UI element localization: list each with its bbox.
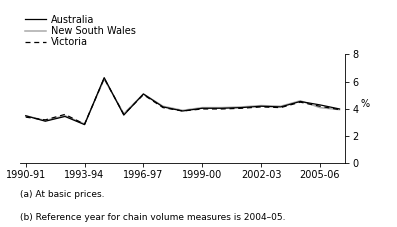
Australia [200, 107, 204, 110]
Victoria [63, 113, 67, 116]
Line: Australia: Australia [26, 78, 339, 125]
Australia [43, 120, 48, 123]
Victoria [141, 93, 146, 96]
Australia [121, 114, 126, 116]
Line: New South Wales: New South Wales [26, 79, 339, 124]
New South Wales [259, 104, 264, 107]
New South Wales [82, 123, 87, 125]
Australia [278, 106, 283, 108]
New South Wales [43, 119, 48, 122]
New South Wales [337, 108, 342, 111]
Australia [220, 107, 224, 110]
New South Wales [298, 99, 303, 102]
Victoria [23, 116, 28, 118]
Line: Victoria: Victoria [26, 78, 339, 124]
New South Wales [180, 109, 185, 112]
New South Wales [318, 106, 322, 109]
New South Wales [278, 105, 283, 108]
Australia [337, 108, 342, 110]
New South Wales [200, 106, 204, 109]
Victoria [318, 105, 322, 108]
Australia [298, 100, 303, 103]
Text: (b) Reference year for chain volume measures is 2004–05.: (b) Reference year for chain volume meas… [20, 213, 285, 222]
Victoria [121, 113, 126, 116]
Australia [239, 106, 244, 109]
Y-axis label: %: % [361, 99, 370, 109]
Victoria [102, 77, 106, 80]
Australia [259, 105, 264, 108]
Legend: Australia, New South Wales, Victoria: Australia, New South Wales, Victoria [25, 15, 136, 47]
New South Wales [220, 106, 224, 109]
Victoria [259, 106, 264, 108]
Australia [23, 114, 28, 117]
New South Wales [23, 114, 28, 117]
Australia [102, 76, 106, 79]
Text: (a) At basic prices.: (a) At basic prices. [20, 190, 104, 200]
Australia [161, 106, 166, 108]
New South Wales [63, 114, 67, 117]
New South Wales [141, 93, 146, 95]
Australia [82, 123, 87, 126]
Victoria [278, 106, 283, 109]
Australia [318, 104, 322, 106]
New South Wales [102, 78, 106, 80]
Australia [180, 110, 185, 112]
Victoria [180, 110, 185, 112]
Victoria [298, 101, 303, 104]
New South Wales [121, 112, 126, 115]
Victoria [200, 108, 204, 110]
Australia [141, 93, 146, 95]
Victoria [239, 107, 244, 110]
Victoria [220, 108, 224, 110]
New South Wales [161, 105, 166, 108]
Victoria [43, 118, 48, 121]
New South Wales [239, 106, 244, 108]
Victoria [337, 108, 342, 111]
Victoria [161, 106, 166, 109]
Victoria [82, 123, 87, 126]
Australia [63, 115, 67, 118]
